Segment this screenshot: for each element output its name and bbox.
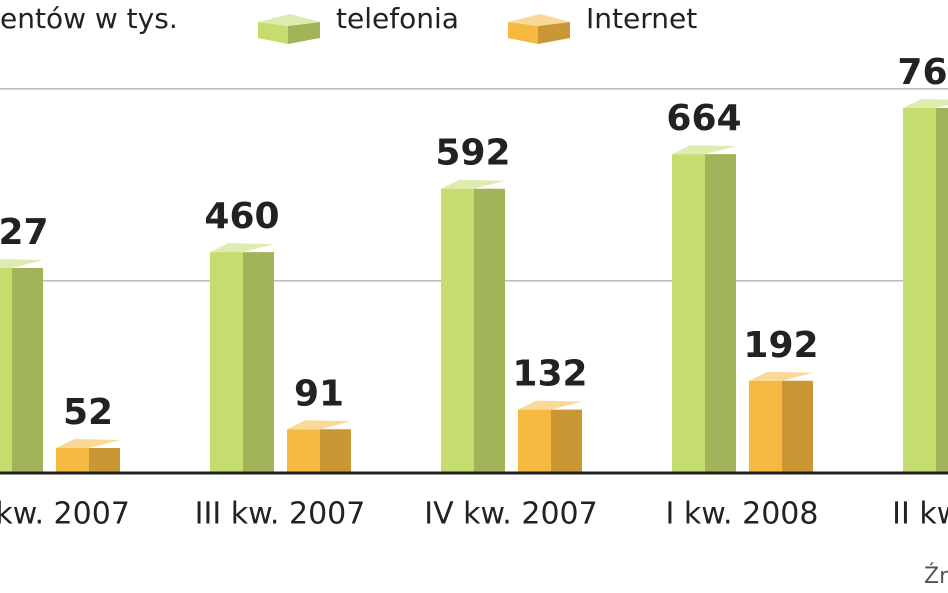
legend-swatch-front: [258, 22, 288, 44]
x-tick-label: III kw. 2007: [195, 497, 366, 532]
bar-side: [936, 108, 948, 473]
legend-swatch-side: [288, 22, 320, 44]
bar-side: [705, 154, 736, 473]
bar-top: [518, 400, 582, 410]
legend-label: telefonia: [336, 2, 459, 35]
value-label: 132: [512, 354, 587, 395]
bar: [56, 448, 89, 473]
bar-side: [474, 188, 505, 474]
chart-title: entów w tys.: [0, 2, 178, 35]
bar-top: [441, 179, 505, 189]
x-tick-label: II kw. 2007: [0, 497, 130, 532]
legend-swatch-top: [258, 14, 320, 26]
bar: [672, 154, 705, 473]
bar-top: [903, 99, 948, 109]
bar: [441, 188, 474, 474]
value-label: 427: [0, 212, 49, 253]
bar-top: [210, 243, 274, 253]
bar: [903, 108, 936, 473]
legend-swatch-front: [508, 22, 538, 44]
bar-side: [12, 267, 43, 473]
value-label: 760: [897, 52, 948, 93]
bar-top: [749, 371, 813, 381]
bar-side: [89, 448, 120, 473]
value-label: 52: [63, 392, 113, 433]
bar-top: [672, 145, 736, 155]
bar: [287, 429, 320, 473]
x-tick-label: IV kw. 2007: [424, 497, 597, 532]
bar-top: [0, 259, 43, 268]
bar: [210, 252, 243, 473]
value-label: 91: [294, 373, 344, 414]
value-label: 664: [666, 98, 741, 139]
bar-side: [243, 252, 274, 473]
legend-label: Internet: [586, 2, 697, 35]
x-tick-label: II kw. 2008: [892, 497, 948, 532]
bar-side: [782, 380, 813, 473]
bar-side: [551, 409, 582, 473]
value-label: 592: [435, 133, 510, 174]
value-label: 192: [743, 325, 818, 366]
legend-swatch-side: [538, 22, 570, 44]
value-label: 460: [204, 196, 279, 237]
x-tick-label: I kw. 2008: [666, 497, 819, 532]
bar: [749, 380, 782, 473]
bar-top: [287, 420, 351, 430]
bar-top: [56, 439, 120, 449]
source: Źr: [924, 563, 948, 589]
legend-swatch-top: [508, 14, 570, 26]
bar: [0, 267, 12, 473]
bar: [518, 409, 551, 473]
bar-side: [320, 429, 351, 473]
